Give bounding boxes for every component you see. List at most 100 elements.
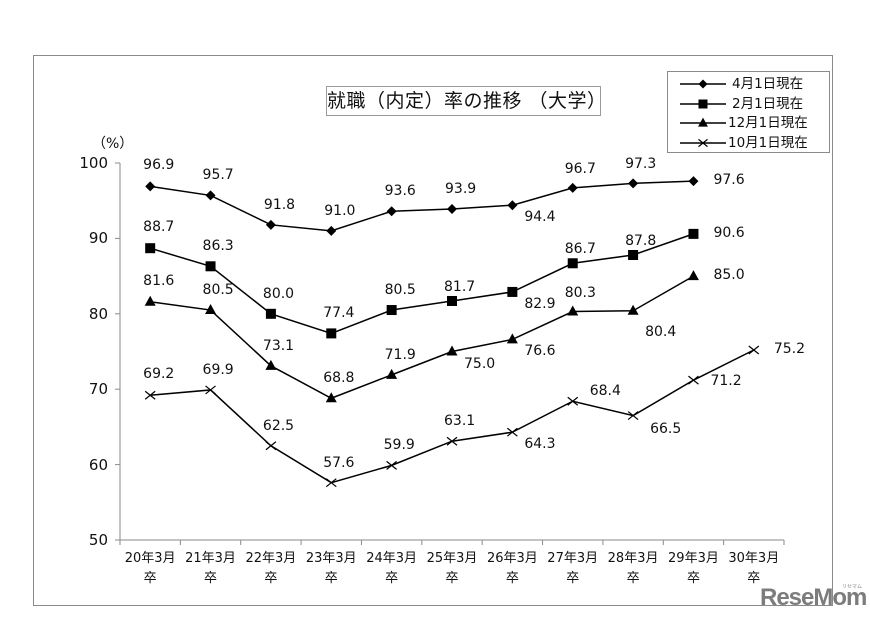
x-tick-label-suffix: 卒 bbox=[686, 571, 700, 586]
x-tick-label-suffix: 卒 bbox=[385, 571, 399, 586]
data-point-label: 63.1 bbox=[444, 413, 476, 430]
data-point-label: 93.6 bbox=[384, 183, 416, 200]
x-tick-label: 24年3月卒 bbox=[361, 549, 423, 589]
diamond-marker-icon bbox=[680, 79, 726, 89]
x-tick-label-year: 25年3月 bbox=[426, 551, 478, 566]
data-point-label: 94.4 bbox=[524, 209, 556, 226]
x-tick-label: 27年3月卒 bbox=[542, 549, 604, 589]
data-point-label: 80.3 bbox=[564, 284, 596, 301]
legend-item: 10月1日現在 bbox=[668, 134, 829, 153]
data-point-label: 88.7 bbox=[143, 219, 175, 236]
data-point-label: 77.4 bbox=[323, 305, 355, 322]
x-tick-label: 25年3月卒 bbox=[421, 549, 483, 589]
data-point-label: 59.9 bbox=[383, 437, 415, 454]
legend-label: 12月1日現在 bbox=[728, 115, 808, 131]
data-point-label: 75.2 bbox=[773, 340, 805, 357]
data-point-label: 97.6 bbox=[713, 172, 745, 189]
data-point-label: 64.3 bbox=[524, 436, 556, 453]
y-tick-label: 50 bbox=[88, 531, 108, 549]
data-point-label: 69.2 bbox=[143, 366, 175, 383]
legend-label: 4月1日現在 bbox=[732, 76, 804, 92]
x-tick-label: 23年3月卒 bbox=[300, 549, 362, 589]
x-tick-label-suffix: 卒 bbox=[324, 571, 338, 586]
data-point-label: 73.1 bbox=[262, 337, 295, 354]
x-tick-label-year: 20年3月 bbox=[124, 551, 176, 566]
data-point-label: 71.9 bbox=[384, 346, 416, 363]
data-point-label: 76.6 bbox=[524, 343, 556, 360]
data-point-label: 86.3 bbox=[202, 238, 234, 255]
data-point-label: 91.0 bbox=[324, 202, 356, 219]
x-tick-label: 30年3月卒 bbox=[723, 549, 785, 589]
data-point-label: 86.7 bbox=[564, 241, 596, 258]
data-point-label: 80.5 bbox=[384, 282, 416, 299]
legend-label: 2月1日現在 bbox=[732, 95, 804, 112]
resemom-logo: ReseMom bbox=[760, 584, 867, 611]
legend-item: 4月1日現在 bbox=[668, 75, 829, 94]
data-point-label: 66.5 bbox=[650, 420, 682, 437]
square-marker-icon bbox=[680, 99, 726, 108]
data-point-label: 96.9 bbox=[143, 157, 175, 174]
x-tick-label: 21年3月卒 bbox=[180, 549, 242, 589]
x-tick-label-suffix: 卒 bbox=[626, 571, 640, 586]
data-point-label: 68.8 bbox=[323, 370, 355, 387]
legend-item: 12月1日現在 bbox=[668, 114, 829, 133]
x-tick-label-suffix: 卒 bbox=[264, 571, 278, 586]
x-tick-label-year: 23年3月 bbox=[305, 551, 357, 566]
x-tick-label-suffix: 卒 bbox=[204, 571, 218, 586]
x-tick-label-year: 21年3月 bbox=[185, 551, 236, 566]
x-tick-label-suffix: 卒 bbox=[445, 571, 459, 586]
x-tick-label: 29年3月卒 bbox=[662, 549, 724, 589]
x-tick-label-year: 22年3月 bbox=[245, 551, 297, 566]
data-point-label: 69.9 bbox=[202, 361, 234, 378]
data-point-label: 81.7 bbox=[444, 278, 476, 295]
data-point-label: 71.2 bbox=[710, 373, 742, 390]
y-axis-unit-label: （%） bbox=[92, 136, 134, 152]
series-lines bbox=[149, 180, 755, 484]
x-tick-label: 28年3月卒 bbox=[602, 549, 664, 589]
data-point-label: 90.6 bbox=[713, 224, 745, 241]
data-point-label: 85.0 bbox=[713, 267, 745, 284]
data-point-label: 91.8 bbox=[263, 196, 296, 213]
resemom-logo-ruby: リセマム bbox=[842, 584, 863, 590]
x-tick-label-suffix: 卒 bbox=[143, 571, 157, 586]
x-tick-label-year: 27年3月 bbox=[547, 551, 599, 566]
data-point-label: 87.8 bbox=[625, 232, 657, 249]
y-tick-label: 70 bbox=[88, 380, 108, 399]
x-tick-label: 20年3月卒 bbox=[119, 549, 181, 589]
data-point-label: 95.7 bbox=[202, 167, 234, 184]
data-point-label: 96.7 bbox=[564, 160, 596, 177]
data-point-label: 62.5 bbox=[262, 417, 295, 434]
chart-title: 就職（内定）率の推移 （大学） bbox=[326, 86, 606, 116]
x-marker-icon bbox=[680, 138, 726, 147]
y-tick-label: 90 bbox=[88, 229, 108, 248]
x-tick-label-suffix: 卒 bbox=[747, 571, 761, 586]
x-tick-label: 26年3月卒 bbox=[481, 549, 543, 589]
x-tick-label-year: 26年3月 bbox=[486, 551, 538, 566]
x-tick-label-year: 29年3月 bbox=[668, 551, 719, 566]
triangle-marker-icon bbox=[680, 117, 726, 127]
data-point-label: 80.0 bbox=[262, 285, 295, 302]
x-tick-label-suffix: 卒 bbox=[505, 571, 519, 586]
x-tick-label-year: 24年3月 bbox=[366, 551, 418, 566]
data-point-label: 81.6 bbox=[143, 272, 175, 289]
data-point-label: 57.6 bbox=[323, 454, 355, 471]
legend-label: 10月1日現在 bbox=[728, 134, 808, 151]
legend-item: 2月1日現在 bbox=[668, 95, 829, 114]
x-tick-label-suffix: 卒 bbox=[566, 571, 580, 586]
x-tick-label-year: 28年3月 bbox=[607, 551, 659, 566]
x-tick-label-year: 30年3月 bbox=[728, 551, 780, 566]
data-point-label: 80.5 bbox=[202, 282, 234, 299]
data-point-label: 75.0 bbox=[464, 355, 496, 372]
y-tick-label: 100 bbox=[79, 154, 108, 172]
y-tick-label: 60 bbox=[88, 455, 108, 474]
x-tick-label: 22年3月卒 bbox=[240, 549, 302, 589]
y-tick-label: 80 bbox=[88, 304, 108, 323]
data-point-label: 93.9 bbox=[445, 180, 477, 197]
data-point-label: 82.9 bbox=[524, 295, 556, 312]
data-point-label: 97.3 bbox=[625, 156, 657, 173]
data-point-label: 80.4 bbox=[645, 323, 677, 340]
legend: 4月1日現在 2月1日現在 12月1日現在 10月1日現在 bbox=[667, 71, 830, 153]
axes bbox=[115, 162, 785, 545]
data-point-label: 68.4 bbox=[589, 383, 621, 400]
